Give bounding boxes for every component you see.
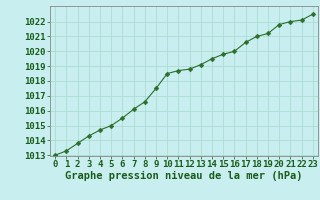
X-axis label: Graphe pression niveau de la mer (hPa): Graphe pression niveau de la mer (hPa): [65, 171, 303, 181]
